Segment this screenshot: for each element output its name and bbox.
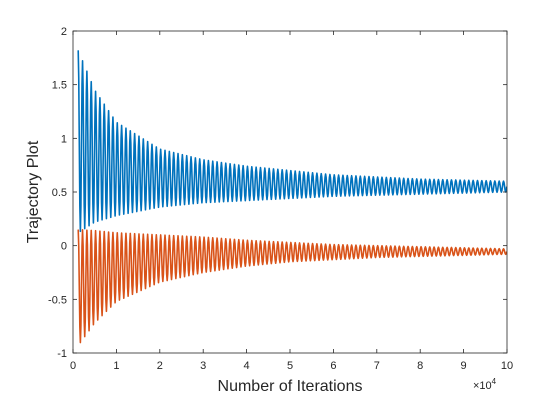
x-tick-label: 7 <box>374 360 380 372</box>
y-axis-title: Trajectory Plot <box>25 140 42 243</box>
x-tick-label: 9 <box>461 360 467 372</box>
x-tick-label: 4 <box>244 360 250 372</box>
y-tick-label: -1 <box>57 348 67 360</box>
x-tick-label: 3 <box>200 360 206 372</box>
series-layer <box>77 50 507 344</box>
x-tick-labels: 0 1 2 3 4 5 6 7 8 9 10 <box>70 360 513 372</box>
x-tick-label: 2 <box>157 360 163 372</box>
y-tick-label: 2 <box>61 26 67 38</box>
x-tick-label: 5 <box>287 360 293 372</box>
x-exponent-label: ×104 <box>473 377 497 392</box>
x-axis-title: Number of Iterations <box>218 378 363 395</box>
y-tick-label: -0.5 <box>48 294 67 306</box>
x-tick-label: 8 <box>417 360 423 372</box>
series-1-line <box>77 50 507 233</box>
y-tick-label: 1 <box>61 133 67 145</box>
y-tick-label: 0 <box>61 241 67 253</box>
x-exponent-power: 4 <box>492 377 497 386</box>
x-exponent-base: ×10 <box>473 380 492 392</box>
y-tick-labels: -1 -0.5 0 0.5 1 1.5 2 <box>48 26 67 360</box>
x-tick-label: 6 <box>330 360 336 372</box>
y-tick-label: 1.5 <box>52 80 67 92</box>
x-tick-label: 0 <box>70 360 76 372</box>
y-tick-label: 0.5 <box>52 187 67 199</box>
x-tick-label: 10 <box>501 360 513 372</box>
tick-marks <box>72 30 508 354</box>
series-2-line <box>77 229 507 344</box>
x-tick-label: 1 <box>113 360 119 372</box>
